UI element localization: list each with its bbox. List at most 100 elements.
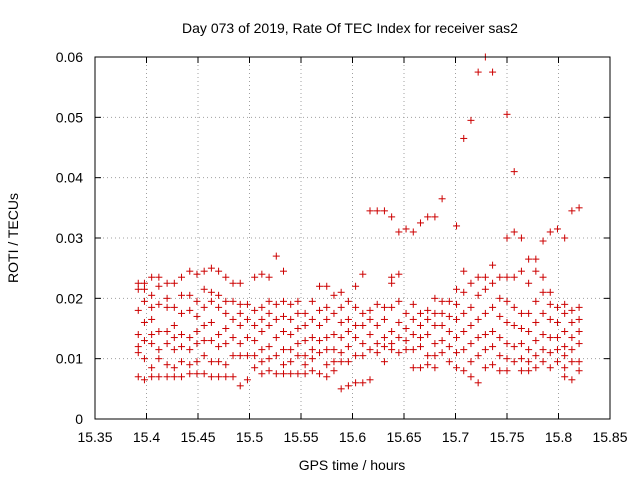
data-point [489,343,497,351]
data-point [287,300,295,308]
data-point [431,294,439,302]
data-point [438,195,446,203]
data-point [148,315,156,323]
data-point [366,315,374,323]
data-point [186,291,194,299]
data-point [503,297,511,305]
data-point [503,340,511,348]
data-point [575,340,583,348]
data-point [140,297,148,305]
data-point [481,273,489,281]
data-point [193,340,201,348]
data-point [301,321,309,329]
data-point [503,273,511,281]
data-point [294,370,302,378]
data-point [402,337,410,345]
data-point [467,358,475,366]
data-point [337,288,345,296]
y-tick-label: 0.01 [56,351,83,367]
data-point [308,315,316,323]
data-point [148,373,156,381]
data-point [438,337,446,345]
data-point [460,267,468,275]
data-point [575,367,583,375]
data-point [503,367,511,375]
data-point [561,300,569,308]
data-point [553,334,561,342]
data-point [265,321,273,329]
data-point [287,346,295,354]
data-point [323,315,331,323]
data-point [272,315,280,323]
data-point [323,303,331,311]
data-point [222,297,230,305]
data-point [229,279,237,287]
axis-ticks: 15.35 15.4 15.45 15.5 15.55 15.6 15.65 15.7 15.7… [56,49,628,445]
data-point [380,343,388,351]
data-point [467,340,475,348]
data-point [460,346,468,354]
data-point [236,300,244,308]
data-point [474,352,482,360]
data-point [460,134,468,142]
data-point [258,370,266,378]
data-point [134,343,142,351]
data-point [272,300,280,308]
data-point [402,325,410,332]
data-point [416,321,424,329]
data-point [308,346,316,354]
data-point [140,279,148,287]
data-point [207,373,215,381]
data-point [539,309,547,317]
data-point [561,309,569,317]
data-point [489,68,497,76]
data-point [330,367,338,375]
data-point [222,361,230,369]
data-point [416,334,424,342]
data-point [359,270,367,278]
data-point [481,346,489,354]
data-point [467,321,475,329]
x-tick-label: 15.5 [236,429,263,445]
data-point [287,358,295,366]
data-point [163,373,171,381]
data-point [395,318,403,326]
data-point [460,367,468,375]
data-point [496,352,504,360]
x-tick-label: 15.45 [180,429,215,445]
data-point [186,370,194,378]
data-point [496,367,504,375]
data-point [539,273,547,281]
data-point [409,228,417,236]
data-point [496,334,504,342]
data-point [416,219,424,227]
x-tick-label: 15.65 [386,429,421,445]
data-point [155,282,163,290]
data-point [193,370,201,378]
data-point [539,237,547,245]
data-point [453,334,461,342]
data-point [517,325,525,332]
data-point [186,306,194,314]
data-point [352,303,360,311]
data-point [388,213,396,221]
data-point [525,367,533,375]
data-point [467,303,475,311]
data-point [236,279,244,287]
data-point [445,312,453,320]
data-point [178,309,186,317]
data-point [193,270,201,278]
data-point [134,279,142,287]
data-point [380,207,388,215]
data-point [373,349,381,357]
data-point [337,334,345,342]
data-point [200,321,208,329]
data-point [272,352,280,360]
data-point [344,343,352,351]
data-point [402,346,410,354]
data-point [323,334,331,342]
data-point [525,346,533,354]
data-point [489,261,497,269]
data-point [416,364,424,372]
data-point [474,273,482,281]
